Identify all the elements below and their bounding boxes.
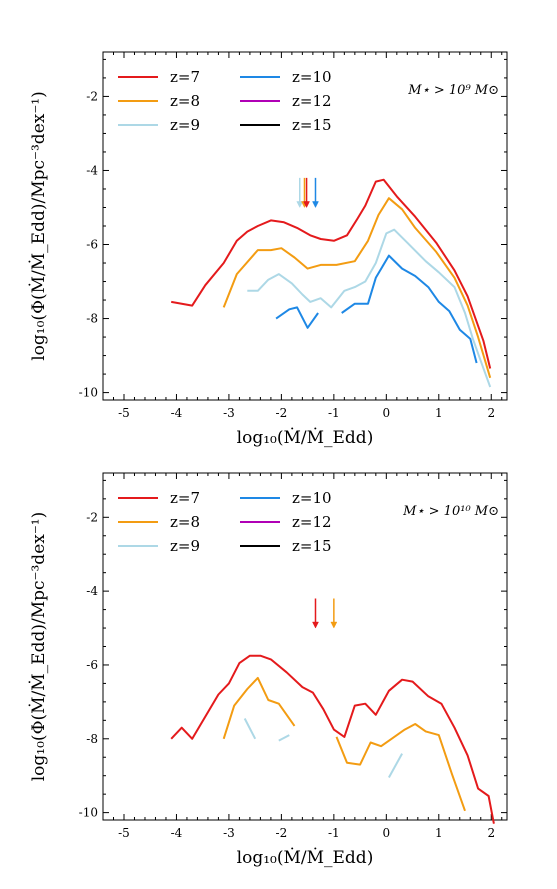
series-line-z10 [341, 254, 478, 364]
series-line-z9 [278, 734, 290, 742]
y-tick-label: -6 [86, 238, 98, 252]
y-axis-label: log₁₀(Φ(Ṁ/Ṁ_Edd)/Mpc⁻³dex⁻¹) [28, 512, 49, 782]
legend-label: z=15 [292, 537, 332, 555]
legend-label: z=8 [170, 513, 200, 531]
series-line-z8 [335, 723, 466, 812]
y-tick-label: -8 [86, 732, 98, 746]
x-tick-label: 0 [383, 826, 391, 840]
x-tick-label: 2 [487, 826, 495, 840]
legend-label: z=9 [170, 537, 200, 555]
median-arrow-head [303, 201, 310, 209]
y-tick-label: -8 [86, 312, 98, 326]
legend-label: z=10 [292, 68, 332, 86]
y-tick-label: -2 [86, 89, 98, 103]
legend-label: z=12 [292, 513, 332, 531]
median-arrow-head [312, 621, 319, 629]
x-tick-label: 1 [435, 406, 443, 420]
x-tick-label: -4 [171, 406, 183, 420]
x-axis-label: log₁₀(Ṁ/Ṁ_Edd) [237, 427, 374, 448]
legend-label: z=12 [292, 92, 332, 110]
y-tick-label: -4 [86, 163, 98, 177]
x-tick-label: -2 [276, 826, 288, 840]
series-line-z10 [275, 306, 319, 329]
mass-cut-annotation: M⋆ > 10⁹ M⊙ [407, 83, 499, 98]
series-line-z9 [247, 228, 492, 388]
y-tick-label: -10 [79, 386, 98, 400]
x-tick-label: 2 [487, 406, 495, 420]
legend-label: z=9 [170, 116, 200, 134]
x-tick-label: -3 [223, 406, 235, 420]
y-tick-label: -10 [79, 806, 98, 820]
legend-label: z=8 [170, 92, 200, 110]
legend-label: z=15 [292, 116, 332, 134]
series-line-z8 [222, 197, 492, 379]
x-tick-label: 0 [383, 406, 391, 420]
legend-label: z=7 [170, 489, 200, 507]
x-axis-label: log₁₀(Ṁ/Ṁ_Edd) [237, 847, 374, 868]
x-tick-label: -3 [223, 826, 235, 840]
median-arrow-head [330, 621, 338, 629]
series-line-z9 [243, 718, 257, 740]
x-tick-label: -1 [328, 406, 340, 420]
x-tick-label: -5 [118, 406, 130, 420]
chart-panel-2: -5 -4 -3 -2 -1 0 1 2-2-4-6-8-10log₁₀(Ṁ/Ṁ_Edd)lo… [28, 472, 508, 868]
series-line-z7 [171, 178, 492, 369]
y-tick-label: -4 [86, 584, 98, 598]
y-tick-label: -2 [86, 510, 98, 524]
median-arrow-head [312, 201, 319, 209]
x-tick-label: -2 [276, 406, 288, 420]
x-tick-label: -1 [328, 826, 340, 840]
x-tick-label: -4 [171, 826, 183, 840]
legend-label: z=7 [170, 68, 200, 86]
mass-cut-annotation: M⋆ > 10¹⁰ M⊙ [402, 504, 499, 519]
x-tick-label: 1 [435, 826, 443, 840]
y-tick-label: -6 [86, 658, 98, 672]
series-line-z8 [222, 676, 296, 740]
series-line-z7 [170, 654, 495, 824]
series-line-z9 [388, 753, 403, 778]
y-axis-label: log₁₀(Φ(Ṁ/Ṁ_Edd)/Mpc⁻³dex⁻¹) [28, 91, 49, 361]
median-arrow-head [296, 201, 304, 209]
legend-label: z=10 [292, 489, 332, 507]
chart-panel-1: -5 -4 -3 -2 -1 0 1 2-2-4-6-8-10log₁₀(Ṁ/Ṁ_Edd)lo… [28, 51, 508, 448]
x-tick-label: -5 [118, 826, 130, 840]
